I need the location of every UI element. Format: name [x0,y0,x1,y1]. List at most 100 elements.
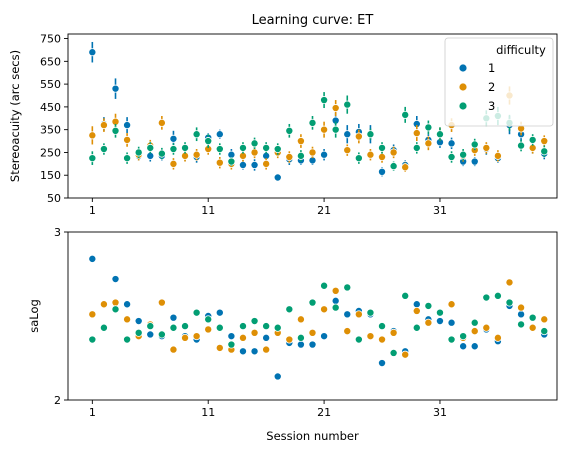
data-point [296,151,305,160]
data-points [88,254,549,381]
data-point [204,315,213,324]
data-point [493,151,502,160]
data-point [308,118,317,127]
data-point [435,130,444,139]
y-tick-label: 450 [40,101,61,114]
data-point [459,332,468,341]
data-point [181,333,190,342]
data-point [517,310,526,319]
x-tick-label: 31 [433,406,447,419]
data-point [169,145,178,154]
data-point [343,327,352,336]
data-point [111,305,120,314]
data-point [320,305,329,314]
data-point [273,372,282,381]
y-tick-label: 3 [54,226,61,239]
data-point [146,322,155,331]
data-point [250,328,259,337]
data-point [169,345,178,354]
data-point [157,118,166,127]
data-point [227,157,236,166]
data-point [412,129,421,138]
data-point [262,333,271,342]
data-point [296,340,305,349]
data-point [250,148,259,157]
data-point [447,152,456,161]
data-point [146,330,155,339]
data-point [401,110,410,119]
data-point [517,141,526,150]
data-point [378,152,387,161]
data-point [505,298,514,307]
data-point [470,342,479,351]
data-point [412,306,421,315]
data-point [88,335,97,344]
data-point [354,335,363,344]
data-point [366,130,375,139]
data-point [447,318,456,327]
data-point [250,160,259,169]
data-point [412,143,421,152]
data-point [250,317,259,326]
data-point [169,159,178,168]
data-point [157,330,166,339]
data-point [505,278,514,287]
data-point [401,350,410,359]
data-point [528,313,537,322]
data-point [320,332,329,341]
axes-frame [67,33,558,199]
data-point [412,300,421,309]
data-point [215,343,224,352]
data-point [123,121,132,130]
data-point [296,137,305,146]
data-point [123,300,132,309]
x-axis-label: Session number [266,429,359,443]
data-point [493,291,502,300]
y-tick-label: 250 [40,146,61,159]
data-point [134,328,143,337]
data-point [123,335,132,344]
data-point [157,298,166,307]
data-point [389,162,398,171]
data-point [204,137,213,146]
data-point [157,149,166,158]
data-point [192,308,201,317]
data-point [111,84,120,93]
data-point [331,303,340,312]
legend-box [444,37,554,127]
data-point [88,131,97,140]
data-point [320,281,329,290]
data-point [169,323,178,332]
data-point [262,159,271,168]
data-point [99,121,108,130]
y-tick-label: 350 [40,124,61,137]
data-point [308,340,317,349]
y-tick-label: 750 [40,33,61,46]
data-point [238,322,247,331]
data-point [459,150,468,159]
data-point [215,323,224,332]
data-point [435,317,444,326]
data-point [470,140,479,149]
data-point [308,148,317,157]
data-point [412,323,421,332]
axes-frame [67,231,558,401]
data-point [88,254,97,263]
series-1 [88,254,549,381]
data-point [215,145,224,154]
data-point [528,323,537,332]
data-point [215,308,224,317]
data-point [424,318,433,327]
data-point [285,335,294,344]
data-point [88,154,97,163]
series-2 [88,278,549,359]
data-point [134,317,143,326]
data-point [366,150,375,159]
data-point [192,130,201,139]
x-tick-label: 21 [317,204,331,217]
data-point [424,123,433,132]
